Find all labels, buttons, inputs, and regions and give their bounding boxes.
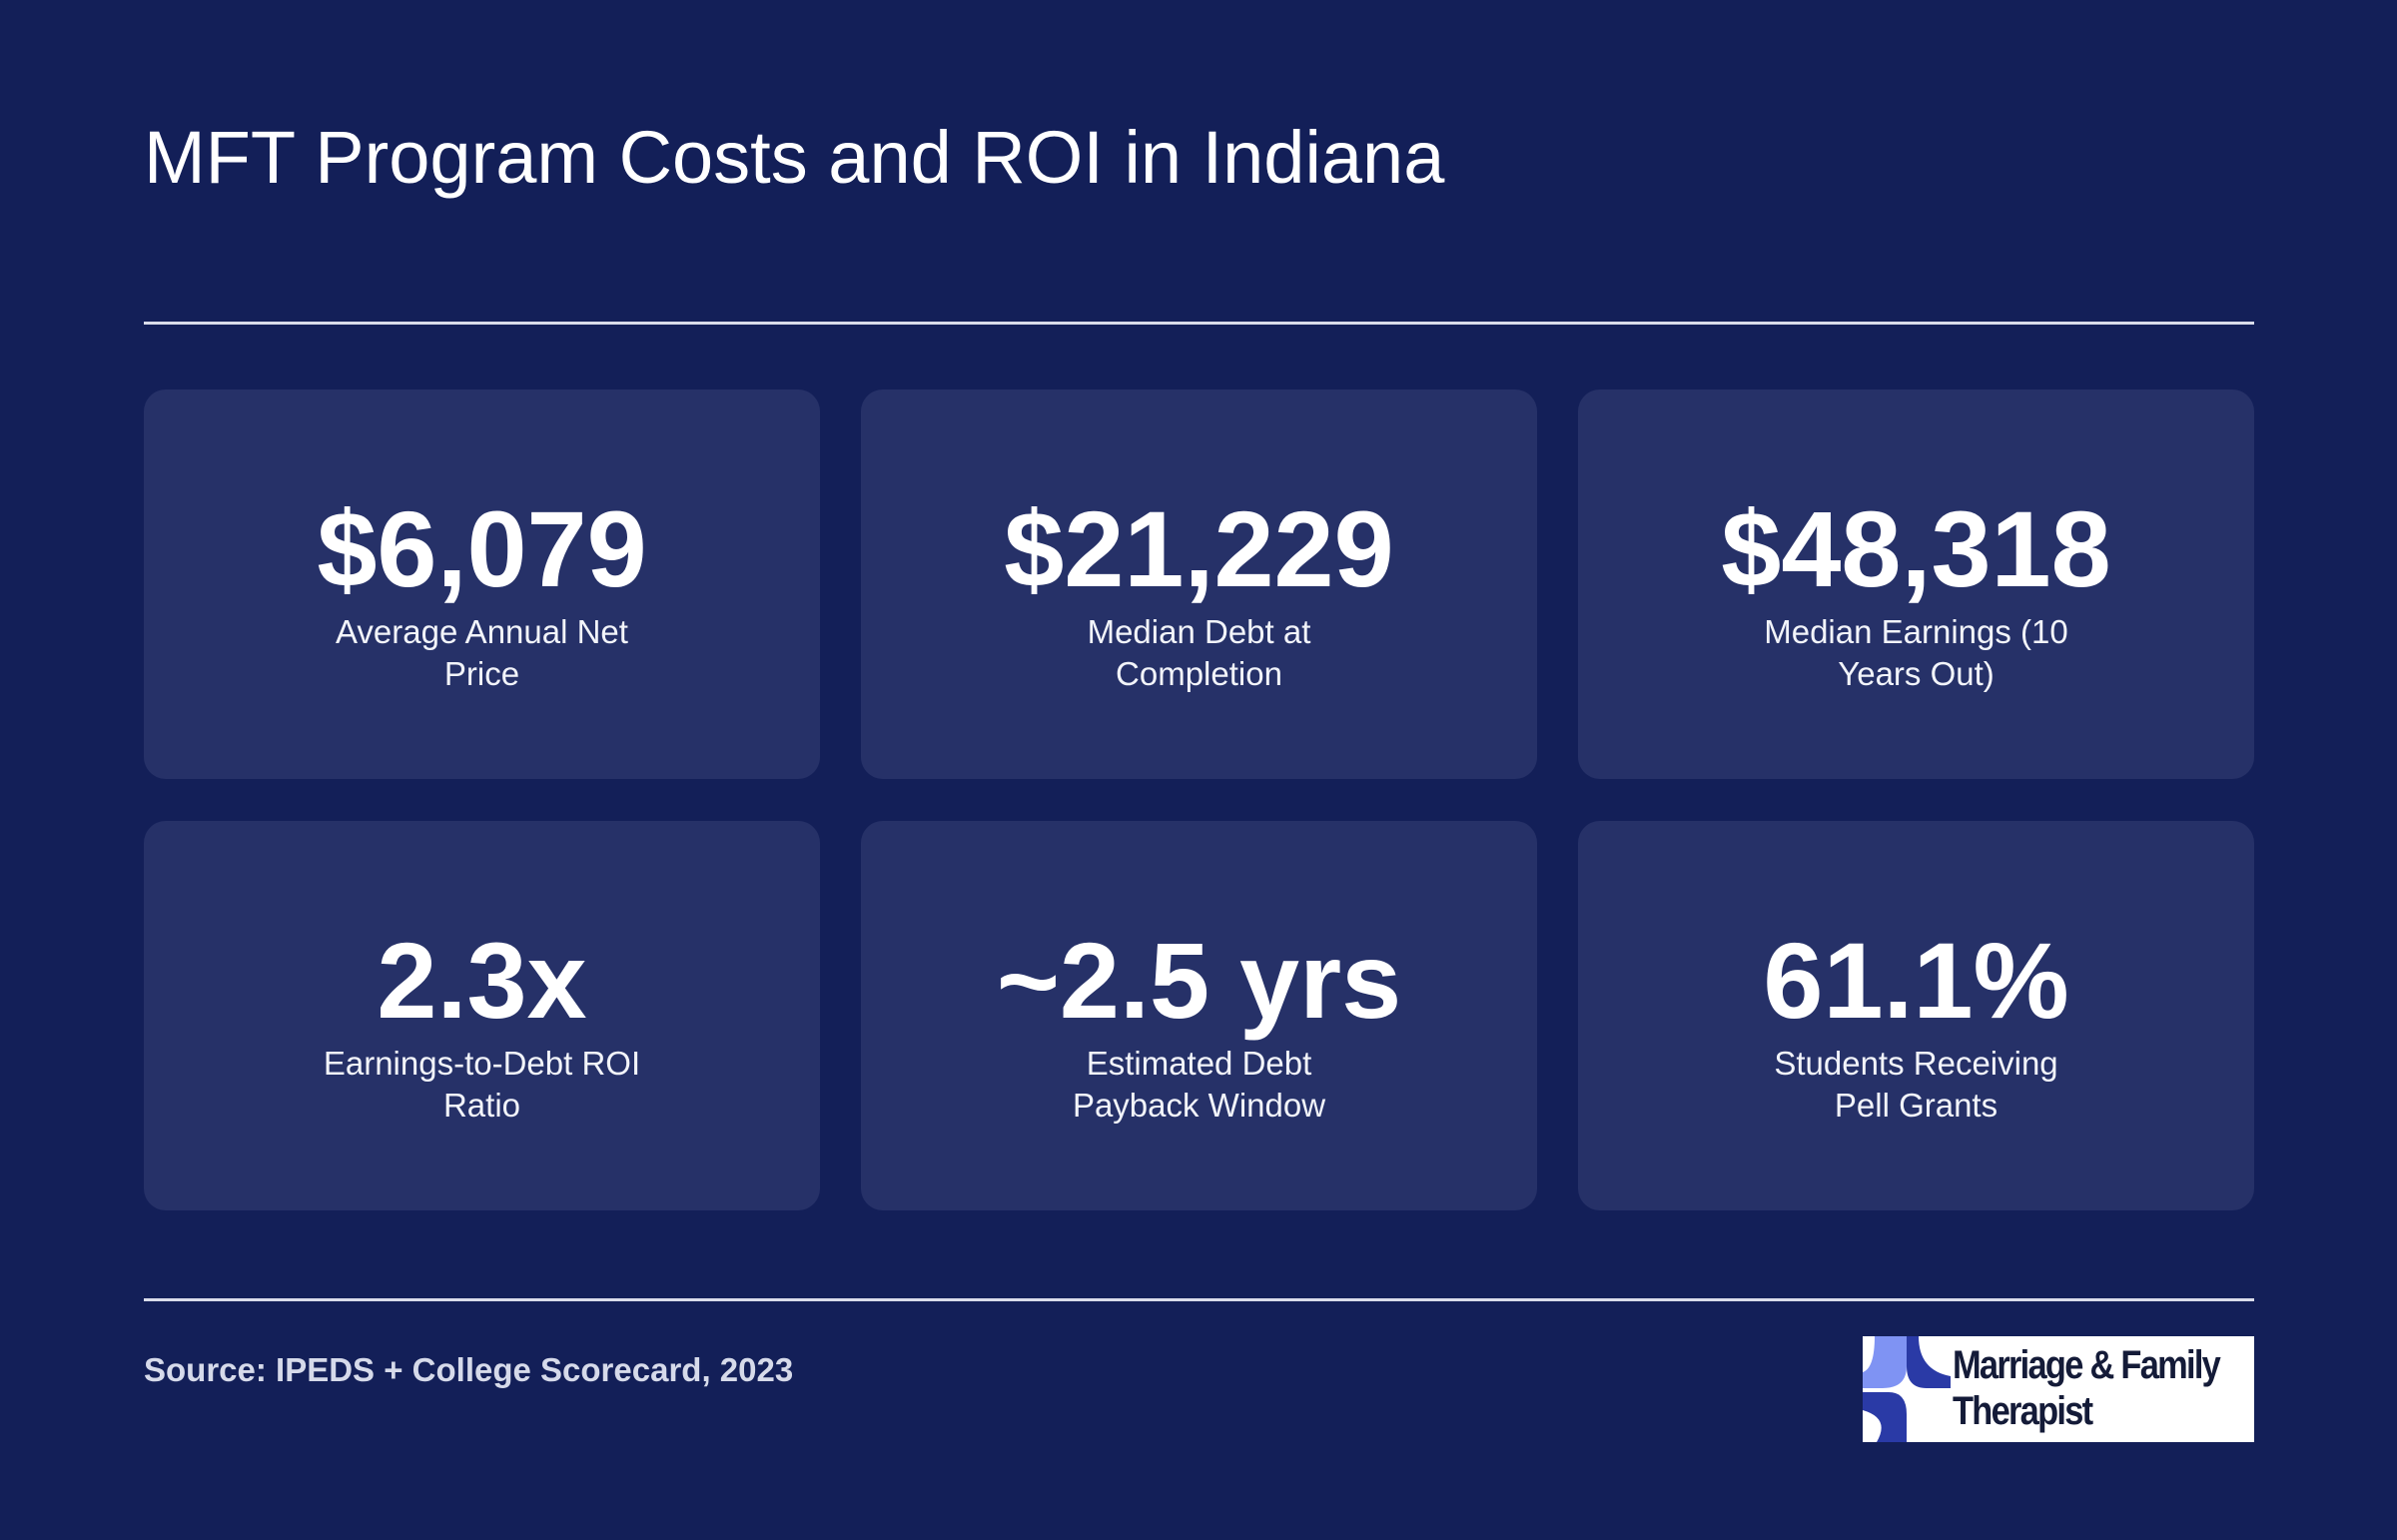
stat-value: ~2.5 yrs xyxy=(996,920,1402,1041)
logo-line-2: Therapist xyxy=(1953,1389,2093,1433)
stat-label: Estimated Debt Payback Window xyxy=(1072,1045,1326,1124)
stat-value: $48,318 xyxy=(1721,488,2111,609)
source-note: Source: IPEDS + College Scorecard, 2023 xyxy=(144,1351,794,1388)
stat-card-roi-ratio: 2.3x Earnings-to-Debt ROI Ratio xyxy=(144,821,820,1210)
stat-card-pell-grants: 61.1% Students Receiving Pell Grants xyxy=(1578,821,2254,1210)
stat-card-median-debt: $21,229 Median Debt at Completion xyxy=(861,389,1537,779)
stat-card-net-price: $6,079 Average Annual Net Price xyxy=(144,389,820,779)
bottom-divider xyxy=(144,1298,2254,1301)
logo-wordmark: Marriage & Family Therapist xyxy=(1953,1342,2221,1434)
infographic-page: MFT Program Costs and ROI in Indiana $6,… xyxy=(144,0,2254,1540)
top-divider xyxy=(144,322,2254,325)
stat-label: Earnings-to-Debt ROI Ratio xyxy=(323,1045,641,1124)
stat-label: Median Debt at Completion xyxy=(1087,613,1311,692)
stat-value: $6,079 xyxy=(317,488,647,609)
stat-value: 61.1% xyxy=(1763,920,2069,1041)
stat-label: Students Receiving Pell Grants xyxy=(1774,1045,2058,1124)
stat-card-median-earnings: $48,318 Median Earnings (10 Years Out) xyxy=(1578,389,2254,779)
stat-label: Median Earnings (10 Years Out) xyxy=(1764,613,2068,692)
stat-value: 2.3x xyxy=(377,920,587,1041)
brand-logo: Marriage & Family Therapist xyxy=(1863,1336,2254,1442)
stat-value: $21,229 xyxy=(1004,488,1394,609)
pinwheel-logo-icon xyxy=(1863,1336,1951,1442)
stat-card-payback-window: ~2.5 yrs Estimated Debt Payback Window xyxy=(861,821,1537,1210)
stat-label: Average Annual Net Price xyxy=(336,613,628,692)
logo-line-1: Marriage & Family xyxy=(1953,1343,2221,1387)
stats-grid: $6,079 Average Annual Net Price $21,229 … xyxy=(144,389,2254,1210)
page-title: MFT Program Costs and ROI in Indiana xyxy=(144,116,1445,199)
